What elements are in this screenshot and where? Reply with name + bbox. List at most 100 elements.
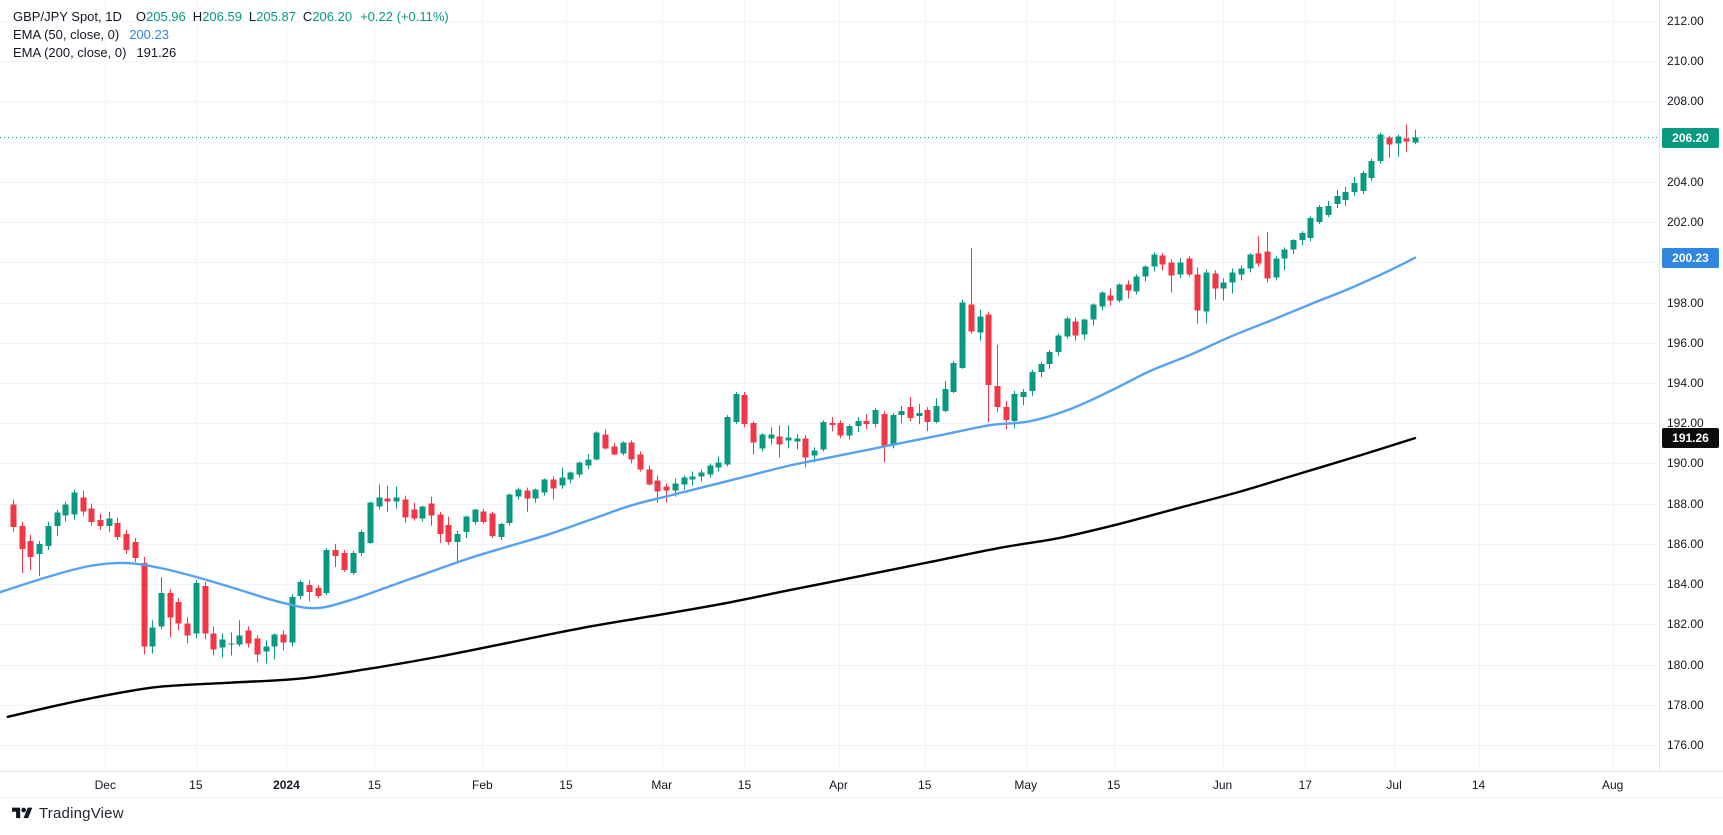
candle-up bbox=[1203, 269, 1210, 324]
price-tick-label: 208.00 bbox=[1667, 94, 1704, 109]
price-badge: 206.20 bbox=[1662, 127, 1719, 148]
legend: GBP/JPY Spot, 1D O205.96 H206.59 L205.87 C20… bbox=[13, 8, 449, 62]
candle-up bbox=[219, 633, 226, 658]
price-tick-label: 190.00 bbox=[1667, 456, 1704, 471]
candle-up bbox=[1290, 239, 1297, 255]
time-tick-label: 15 bbox=[559, 778, 573, 792]
candle-up bbox=[593, 431, 600, 461]
candle-up bbox=[289, 594, 296, 647]
time-tick-label: Dec bbox=[94, 778, 116, 792]
ema50-value: 200.23 bbox=[129, 27, 169, 42]
candle-up bbox=[158, 577, 165, 630]
price-tick-label: 202.00 bbox=[1667, 215, 1704, 230]
candle-down bbox=[254, 635, 261, 663]
legend-symbol-row[interactable]: GBP/JPY Spot, 1D O205.96 H206.59 L205.87 C20… bbox=[13, 8, 449, 26]
time-axis-separator bbox=[0, 771, 1723, 772]
price-tick-label: 178.00 bbox=[1667, 697, 1704, 712]
close-value: 206.20 bbox=[312, 9, 353, 24]
candle-down bbox=[167, 589, 174, 638]
candle-up bbox=[472, 508, 479, 525]
price-tick-label: 188.00 bbox=[1667, 496, 1704, 511]
grid-layer bbox=[0, 0, 1659, 771]
price-tick-label: 184.00 bbox=[1667, 577, 1704, 592]
candle-down bbox=[141, 556, 148, 655]
candle-down bbox=[402, 495, 409, 523]
candle-up bbox=[36, 540, 43, 577]
time-axis[interactable]: Dec 15 2024 15 Feb 15 Mar 15 Apr 15 May 15 Jun 17 Jul 1… bbox=[0, 772, 1723, 797]
candle-down bbox=[411, 502, 418, 521]
candle-up bbox=[576, 461, 583, 478]
candle-down bbox=[994, 344, 1001, 413]
candle-up bbox=[1412, 129, 1419, 145]
candle-up bbox=[567, 471, 574, 484]
candle-down bbox=[1168, 259, 1175, 293]
candle-up bbox=[1055, 333, 1062, 356]
high-key: H bbox=[192, 9, 203, 24]
candle-up bbox=[1368, 158, 1375, 181]
candle-down bbox=[646, 465, 653, 486]
symbol-title[interactable]: GBP/JPY Spot, 1D bbox=[13, 9, 122, 24]
candle-up bbox=[1307, 216, 1314, 242]
candle-up bbox=[1351, 176, 1358, 196]
candle-up bbox=[1229, 268, 1236, 294]
candle-down bbox=[428, 496, 435, 526]
candle-down bbox=[175, 598, 182, 631]
candle-down bbox=[27, 534, 34, 571]
candle-up bbox=[785, 425, 792, 449]
ema50-label: EMA (50, close, 0) bbox=[13, 27, 120, 42]
candle-up bbox=[681, 475, 688, 490]
candle-up bbox=[45, 521, 52, 550]
candle-down bbox=[1186, 256, 1193, 277]
candle-down bbox=[1159, 253, 1166, 271]
price-tick-label: 194.00 bbox=[1667, 375, 1704, 390]
candle-down bbox=[210, 626, 217, 656]
candle-down bbox=[19, 521, 26, 574]
candle-up bbox=[977, 309, 984, 341]
candle-down bbox=[829, 417, 836, 432]
candle-up bbox=[71, 489, 78, 520]
tradingview-logo[interactable]: TradingView bbox=[12, 805, 124, 822]
time-tick-label: 15 bbox=[1107, 778, 1121, 792]
time-tick-label: 14 bbox=[1471, 778, 1486, 792]
candle-down bbox=[437, 511, 444, 543]
candle-up bbox=[698, 469, 705, 482]
candle-up bbox=[1038, 361, 1045, 377]
legend-ema50-row[interactable]: EMA (50, close, 0) 200.23 bbox=[13, 26, 449, 44]
price-tick-label: 196.00 bbox=[1667, 335, 1704, 350]
candle-down bbox=[480, 508, 487, 524]
candle-up bbox=[228, 632, 235, 656]
candle-up bbox=[1360, 170, 1367, 194]
price-tick-label: 198.00 bbox=[1667, 295, 1704, 310]
candle-up bbox=[1081, 318, 1088, 340]
time-tick-label: Mar bbox=[651, 778, 673, 792]
candle-down bbox=[881, 411, 888, 463]
candle-up bbox=[515, 487, 522, 500]
close-key: C bbox=[302, 9, 313, 24]
price-axis[interactable]: 212.00210.00208.00206.00204.00202.00200.… bbox=[1660, 0, 1723, 771]
candle-up bbox=[1064, 316, 1071, 339]
time-tick-label: 15 bbox=[367, 778, 382, 792]
candle-down bbox=[602, 429, 609, 450]
open-key: O bbox=[135, 9, 146, 24]
candle-up bbox=[1299, 231, 1306, 246]
candle-down bbox=[1212, 270, 1219, 300]
price-tick-label: 192.00 bbox=[1667, 416, 1704, 431]
tradingview-logo-text: TradingView bbox=[39, 805, 124, 822]
price-axis-separator bbox=[1659, 0, 1660, 771]
candle-up bbox=[62, 501, 69, 522]
candle-up bbox=[724, 415, 731, 467]
candle-down bbox=[341, 549, 348, 573]
candle-down bbox=[445, 516, 452, 545]
time-tick-label: 15 bbox=[189, 778, 203, 792]
candle-up bbox=[942, 380, 949, 413]
candle-up bbox=[1046, 349, 1053, 369]
candle-up bbox=[950, 360, 957, 394]
candle-up bbox=[1151, 252, 1158, 272]
price-tick-label: 180.00 bbox=[1667, 657, 1704, 672]
legend-ema200-row[interactable]: EMA (200, close, 0) 191.26 bbox=[13, 44, 449, 62]
open-value: 205.96 bbox=[146, 9, 186, 24]
low-key: L bbox=[248, 9, 257, 24]
candle-up bbox=[933, 398, 940, 424]
